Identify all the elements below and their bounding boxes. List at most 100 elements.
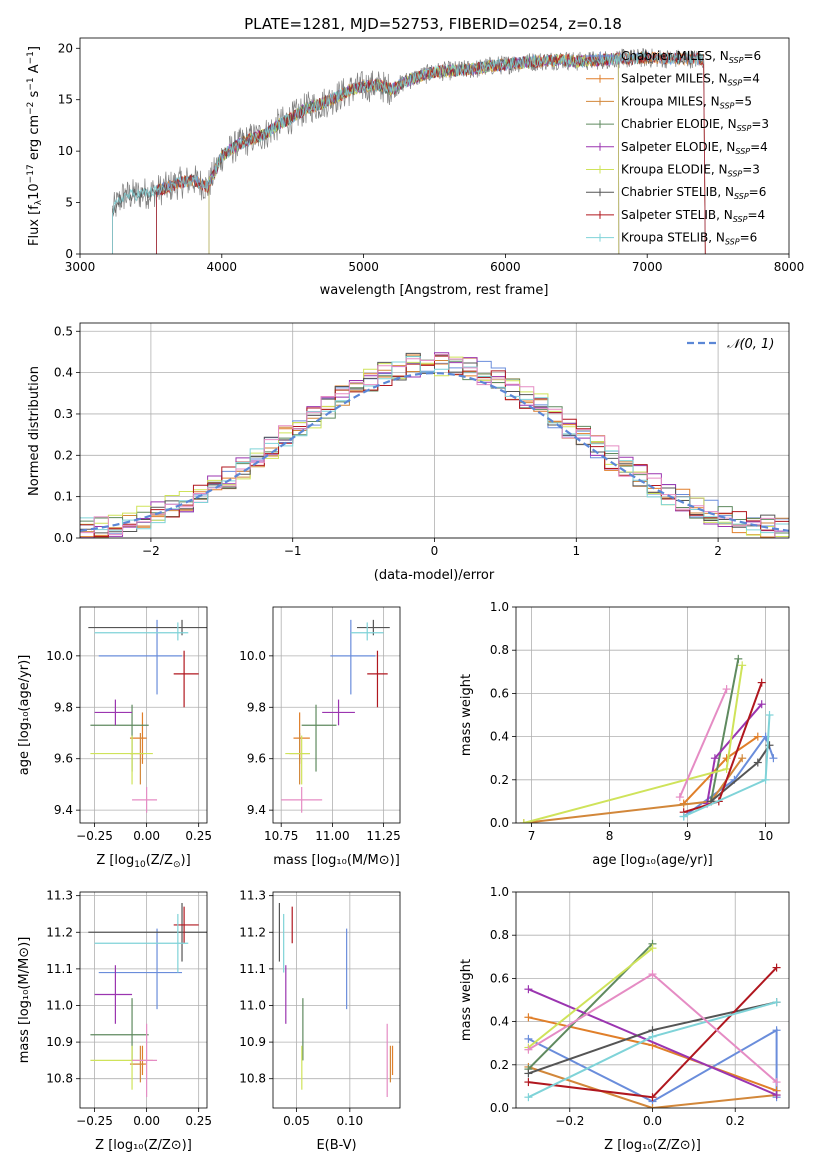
legend-name: Chabrier STELIB, N — [621, 185, 734, 199]
x-axis-label: E(B-V) — [316, 1138, 356, 1153]
mass-vs-ebv-plot-area — [278, 902, 394, 1098]
x-tick-label: 6000 — [490, 260, 521, 274]
y-tick-label: 0.2 — [490, 773, 509, 787]
spectrum-model-line — [208, 53, 620, 254]
legend-sub: SSP — [729, 56, 744, 65]
y-axis-label-part: ] — [27, 46, 42, 51]
y-tick-label: 9.4 — [54, 803, 73, 817]
y-tick-label: 9.6 — [247, 752, 266, 766]
legend-value: =6 — [749, 185, 767, 199]
y-tick-label: 0.4 — [54, 366, 73, 380]
weight-line — [527, 947, 654, 1049]
y-tick-label: 11.1 — [239, 962, 266, 976]
x-tick-label: 0.25 — [185, 1114, 212, 1128]
weight-line — [528, 988, 777, 1096]
y-axis-label: age [log₁₀(age/yr)] — [17, 655, 32, 776]
residuals-axes: −2 −1 0 1 2 0.0 0.1 0.2 0.3 0.4 0.5 𝒩(0, 1) (data-mo… — [27, 322, 790, 583]
legend-entry: Kroupa ELODIE, NSSP=3 — [621, 163, 760, 179]
x-tick-label: 11.00 — [315, 829, 349, 843]
weight-line — [528, 1066, 777, 1108]
legend-sub: SSP — [728, 79, 743, 88]
x-tick-label: 1 — [572, 544, 580, 558]
weight-line — [683, 682, 763, 814]
y-tick-label: 10.0 — [239, 649, 266, 663]
legend-value: =5 — [734, 94, 752, 108]
gaussian-curve — [80, 371, 789, 532]
legend-sub: SSP — [728, 170, 743, 179]
legend-name: Chabrier MILES, N — [621, 49, 729, 63]
x-tick-label: −0.2 — [555, 1114, 584, 1128]
y-tick-label: 0.8 — [490, 643, 509, 657]
x-tick-label: 2 — [714, 544, 722, 558]
mass-vs-ebv-axes: 0.05 0.10 10.8 10.9 11.0 11.1 11.2 11.3 E(B-V) — [239, 889, 401, 1153]
weight-line — [678, 688, 728, 798]
x-axis-label: age [log₁₀(age/yr)] — [592, 853, 713, 868]
legend-entry: Kroupa MILES, NSSP=5 — [621, 94, 752, 110]
plot-layer: 3000 4000 5000 6000 7000 800005101520waveleng… — [17, 37, 805, 1153]
y-tick-label: 0.4 — [490, 730, 509, 744]
x-tick-label: −1 — [284, 544, 302, 558]
axes-frame — [79, 606, 208, 824]
y-tick-label: 11.1 — [46, 962, 73, 976]
x-tick-label: 0 — [431, 544, 439, 558]
x-tick-label: 8000 — [774, 260, 805, 274]
legend-name: Salpeter MILES, N — [621, 72, 728, 86]
y-tick-label: 1.0 — [490, 885, 509, 899]
histogram-step — [80, 356, 789, 534]
y-tick-label: 0 — [65, 247, 73, 261]
x-axis-label-part: (Z/Z — [146, 853, 173, 868]
axes-frame — [272, 606, 401, 824]
y-axis-label: Normed distribution — [27, 366, 42, 496]
x-axis-label: Z [log₁₀(Z/Z⊙)] — [95, 1138, 192, 1153]
legend-value: =6 — [743, 49, 761, 63]
legend-value: =3 — [751, 117, 769, 131]
weight-vs-age-plot-area — [519, 654, 778, 823]
y-tick-label: 11.2 — [239, 925, 266, 939]
axes-frame — [515, 606, 790, 824]
y-tick-label: 10 — [58, 144, 73, 158]
x-axis-label-part: )] — [181, 853, 191, 868]
legend-entry: Salpeter MILES, NSSP=4 — [621, 72, 760, 88]
x-tick-label: 7 — [528, 829, 536, 843]
y-tick-label: 11.3 — [46, 889, 73, 903]
x-tick-label: 0.25 — [185, 829, 212, 843]
y-tick-label: 0.6 — [490, 686, 509, 700]
x-tick-label: 0.0 — [643, 1114, 662, 1128]
x-axis-label-part: 10 — [134, 860, 146, 870]
legend-sub: SSP — [735, 147, 750, 156]
y-tick-label: 10.8 — [239, 1072, 266, 1086]
y-tick-label: 0.0 — [490, 1101, 509, 1115]
y-tick-label: 9.4 — [247, 803, 266, 817]
y-tick-label: 10.9 — [46, 1035, 73, 1049]
weight-vs-age-axes: 7 8 9 10 0.0 0.2 0.4 0.6 0.8 1.0 age [log₁₀(age/yr… — [459, 600, 790, 868]
y-tick-label: 9.8 — [54, 700, 73, 714]
y-tick-label: 0.4 — [490, 1015, 509, 1029]
legend-entry: Chabrier MILES, NSSP=6 — [621, 49, 761, 65]
y-axis-label-part: −2 — [26, 102, 36, 115]
legend-entry: 𝒩(0, 1) — [727, 337, 774, 352]
y-tick-label: 0.0 — [490, 816, 509, 830]
legend-sub: SSP — [733, 215, 748, 224]
y-tick-label: 10.9 — [239, 1035, 266, 1049]
legend-name: Kroupa ELODIE, N — [621, 163, 728, 177]
x-axis-label-part: Z [log — [96, 853, 134, 868]
x-tick-label: 8 — [606, 829, 614, 843]
legend-sub: SSP — [725, 238, 740, 247]
legend-sub: SSP — [737, 124, 752, 133]
legend-name: Kroupa MILES, N — [621, 94, 720, 108]
axes-frame — [79, 891, 208, 1109]
y-axis-label-part: A — [27, 64, 42, 77]
age-vs-mass-plot-area — [281, 619, 390, 813]
y-axis-label-part: −17 — [26, 164, 36, 183]
y-tick-label: 0.3 — [54, 407, 73, 421]
y-tick-label: 0.6 — [490, 971, 509, 985]
mass-vs-Z-axes: −0.25 0.00 0.25 10.8 10.9 11.0 11.1 11.2 11.3 Z [… — [17, 889, 212, 1153]
y-tick-label: 11.0 — [46, 998, 73, 1012]
y-tick-label: 10.8 — [46, 1072, 73, 1086]
legend-entry: Kroupa STELIB, NSSP=6 — [621, 231, 757, 247]
legend-entry: Chabrier ELODIE, NSSP=3 — [621, 117, 769, 133]
axes-frame — [79, 37, 790, 255]
legend-value: =4 — [750, 140, 768, 154]
legend-name: Chabrier ELODIE, N — [621, 117, 737, 131]
